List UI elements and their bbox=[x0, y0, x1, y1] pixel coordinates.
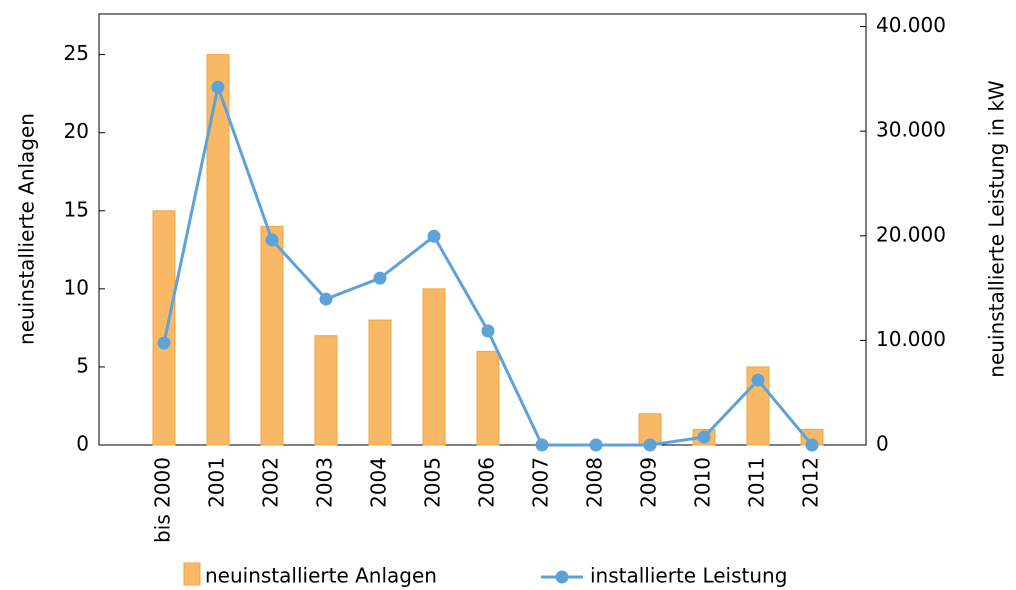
line-marker bbox=[697, 430, 711, 444]
y-tick-label: 15 bbox=[64, 197, 89, 221]
legend-label: installierte Leistung bbox=[590, 564, 787, 588]
y2-tick-label: 30.000 bbox=[876, 118, 946, 142]
y-tick-label: 0 bbox=[76, 432, 89, 456]
line-marker bbox=[427, 229, 441, 243]
y-tick-label: 10 bbox=[64, 275, 89, 299]
x-tick-label: 2001 bbox=[205, 457, 229, 508]
legend-swatch bbox=[555, 570, 569, 584]
x-tick-label: 2010 bbox=[691, 457, 715, 508]
y-tick-label: 20 bbox=[64, 119, 89, 143]
bar bbox=[206, 54, 230, 446]
line-marker bbox=[157, 336, 171, 350]
x-tick-label: 2011 bbox=[745, 457, 769, 508]
y-tick-label: 25 bbox=[64, 41, 89, 65]
y-tick-label: 5 bbox=[76, 353, 89, 377]
line-marker bbox=[319, 292, 333, 306]
bar bbox=[152, 210, 176, 446]
y-axis-label: neuinstallierte Anlagen bbox=[15, 113, 39, 345]
x-tick-label: 2005 bbox=[421, 457, 445, 508]
bar bbox=[260, 225, 284, 446]
x-tick-label: 2007 bbox=[529, 457, 553, 508]
line-marker bbox=[535, 438, 549, 452]
x-tick-label: bis 2000 bbox=[151, 457, 175, 543]
line-marker bbox=[211, 80, 225, 94]
x-tick-label: 2002 bbox=[259, 457, 283, 508]
x-tick-label: 2009 bbox=[637, 457, 661, 508]
x-tick-label: 2003 bbox=[313, 457, 337, 508]
y2-tick-label: 40.000 bbox=[876, 13, 946, 37]
line-marker bbox=[373, 271, 387, 285]
bar bbox=[422, 288, 446, 446]
line-marker bbox=[751, 373, 765, 387]
legend-label: neuinstallierte Anlagen bbox=[205, 564, 437, 588]
y2-axis-label: neuinstallierte Leistung in kW bbox=[985, 80, 1009, 378]
line-marker bbox=[589, 438, 603, 452]
line-marker bbox=[643, 438, 657, 452]
legend-swatch bbox=[183, 562, 201, 586]
x-tick-label: 2004 bbox=[367, 457, 391, 508]
bar bbox=[314, 335, 338, 446]
line-marker bbox=[481, 324, 495, 338]
y2-tick-label: 0 bbox=[876, 432, 889, 456]
x-tick-label: 2008 bbox=[583, 457, 607, 508]
bar bbox=[476, 350, 500, 446]
x-tick-label: 2006 bbox=[475, 457, 499, 508]
line-marker bbox=[265, 233, 279, 247]
y2-tick-label: 20.000 bbox=[876, 222, 946, 246]
x-tick-label: 2012 bbox=[799, 457, 823, 508]
bar bbox=[368, 319, 392, 446]
y2-tick-label: 10.000 bbox=[876, 327, 946, 351]
line-marker bbox=[805, 438, 819, 452]
